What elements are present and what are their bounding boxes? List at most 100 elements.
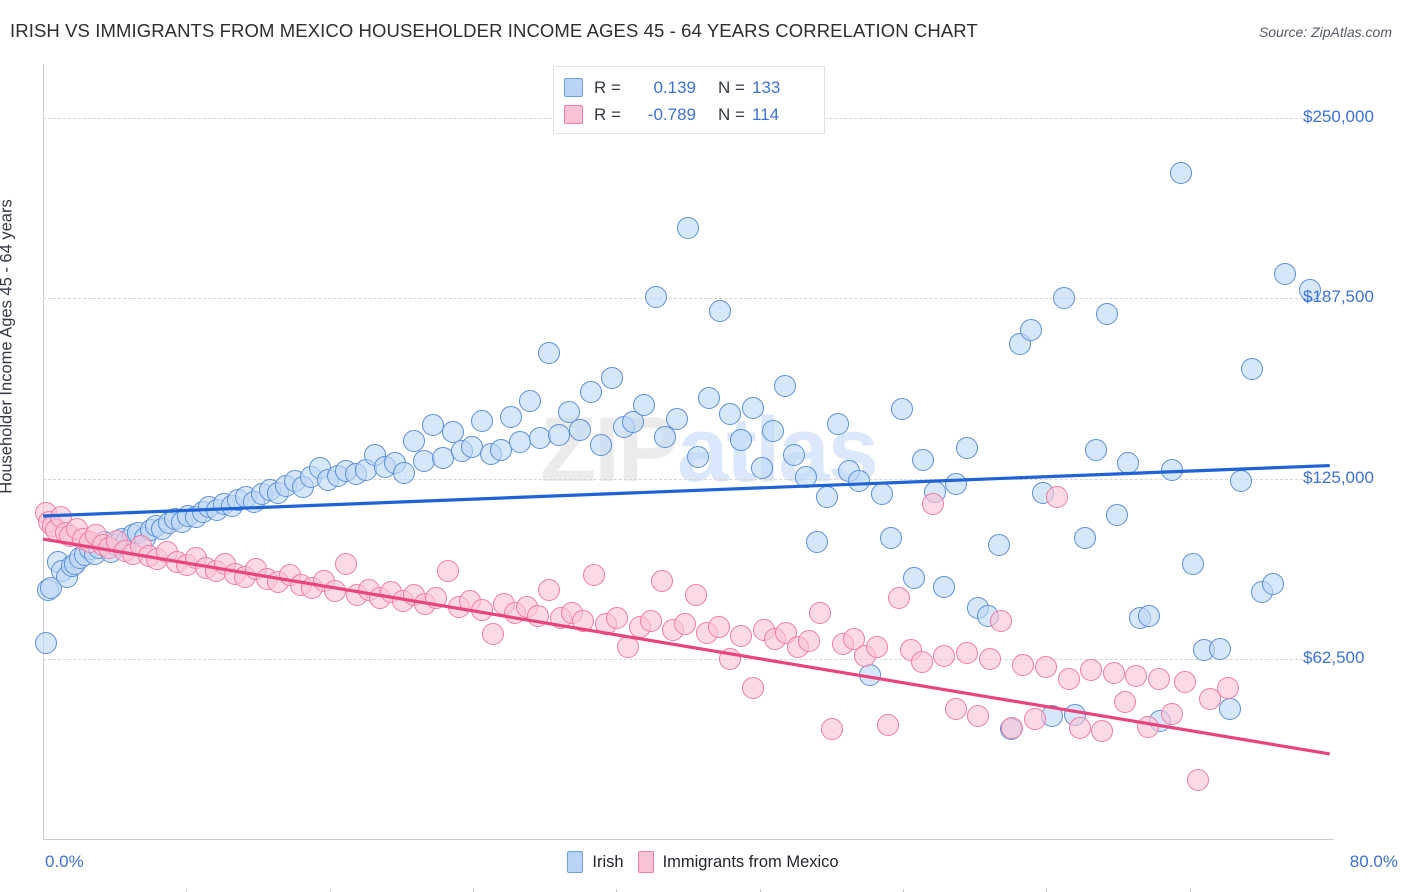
scatter-point[interactable]	[989, 610, 1012, 633]
scatter-point[interactable]	[978, 647, 1001, 670]
scatter-point[interactable]	[843, 627, 866, 650]
scatter-point[interactable]	[741, 676, 764, 699]
scatter-point[interactable]	[1217, 676, 1240, 699]
scatter-point[interactable]	[933, 575, 956, 598]
scatter-point[interactable]	[1105, 503, 1128, 526]
scatter-point[interactable]	[1001, 716, 1024, 739]
scatter-point[interactable]	[880, 526, 903, 549]
scatter-point[interactable]	[665, 408, 688, 431]
scatter-point[interactable]	[677, 216, 699, 239]
scatter-point[interactable]	[499, 405, 522, 428]
scatter-point[interactable]	[730, 624, 753, 647]
scatter-point[interactable]	[967, 705, 990, 728]
scatter-point[interactable]	[644, 285, 667, 308]
scatter-point[interactable]	[697, 386, 720, 409]
scatter-point[interactable]	[470, 409, 493, 432]
scatter-point[interactable]	[538, 342, 561, 365]
scatter-point[interactable]	[606, 607, 629, 630]
scatter-point[interactable]	[1170, 161, 1193, 184]
scatter-point[interactable]	[773, 375, 796, 398]
scatter-point[interactable]	[583, 564, 606, 587]
scatter-point[interactable]	[1052, 287, 1075, 310]
scatter-point[interactable]	[35, 631, 58, 654]
scatter-point[interactable]	[1230, 470, 1253, 493]
scatter-point[interactable]	[922, 493, 945, 516]
scatter-point[interactable]	[686, 445, 709, 468]
scatter-point[interactable]	[481, 623, 504, 646]
scatter-point[interactable]	[1186, 768, 1209, 791]
scatter-point[interactable]	[601, 366, 624, 389]
scatter-point[interactable]	[1218, 698, 1241, 721]
scatter-point[interactable]	[847, 470, 870, 493]
scatter-point[interactable]	[1160, 702, 1183, 725]
scatter-point[interactable]	[1273, 262, 1296, 285]
scatter-point[interactable]	[902, 567, 925, 590]
legend-item-irish[interactable]: Irish	[567, 851, 624, 873]
scatter-point[interactable]	[1241, 357, 1264, 380]
scatter-point[interactable]	[1181, 552, 1204, 575]
scatter-point[interactable]	[912, 448, 935, 471]
scatter-point[interactable]	[826, 412, 849, 435]
scatter-point[interactable]	[622, 411, 645, 434]
legend-item-mexico[interactable]: Immigrants from Mexico	[637, 851, 839, 873]
scatter-point[interactable]	[876, 714, 899, 737]
scatter-point[interactable]	[741, 396, 764, 419]
scatter-point[interactable]	[820, 718, 843, 741]
scatter-point[interactable]	[707, 616, 730, 639]
scatter-point[interactable]	[1173, 670, 1196, 693]
scatter-point[interactable]	[1147, 667, 1170, 690]
scatter-point[interactable]	[441, 421, 464, 444]
scatter-point[interactable]	[1020, 319, 1043, 342]
scatter-point[interactable]	[335, 552, 358, 575]
scatter-point[interactable]	[955, 642, 978, 664]
scatter-point[interactable]	[809, 601, 832, 624]
scatter-point[interactable]	[865, 636, 888, 659]
scatter-point[interactable]	[1046, 486, 1069, 509]
scatter-point[interactable]	[685, 584, 708, 607]
scatter-point[interactable]	[751, 457, 774, 480]
scatter-point[interactable]	[1209, 637, 1232, 660]
scatter-point[interactable]	[1068, 716, 1091, 739]
scatter-point[interactable]	[568, 418, 591, 441]
scatter-point[interactable]	[1199, 688, 1222, 711]
scatter-point[interactable]	[1262, 572, 1285, 595]
scatter-point[interactable]	[673, 613, 696, 636]
scatter-point[interactable]	[762, 419, 785, 442]
scatter-point[interactable]	[888, 587, 911, 610]
scatter-point[interactable]	[1080, 659, 1103, 682]
scatter-point[interactable]	[797, 630, 820, 653]
scatter-point[interactable]	[1012, 653, 1035, 676]
scatter-point[interactable]	[910, 650, 933, 673]
scatter-point[interactable]	[1138, 604, 1161, 627]
scatter-point[interactable]	[518, 389, 541, 412]
scatter-point[interactable]	[639, 610, 662, 633]
scatter-point[interactable]	[393, 461, 416, 484]
scatter-point[interactable]	[783, 444, 806, 467]
scatter-point[interactable]	[1299, 278, 1322, 301]
scatter-point[interactable]	[944, 698, 967, 721]
scatter-point[interactable]	[730, 428, 753, 451]
scatter-point[interactable]	[402, 430, 425, 453]
scatter-point[interactable]	[633, 394, 656, 416]
scatter-point[interactable]	[891, 398, 914, 421]
scatter-point[interactable]	[1084, 438, 1107, 461]
scatter-point[interactable]	[538, 578, 561, 601]
scatter-point[interactable]	[1125, 665, 1148, 688]
scatter-point[interactable]	[557, 401, 580, 424]
scatter-point[interactable]	[988, 533, 1011, 556]
scatter-point[interactable]	[933, 644, 956, 667]
scatter-point[interactable]	[1073, 526, 1096, 549]
scatter-point[interactable]	[955, 437, 978, 460]
scatter-point[interactable]	[589, 434, 612, 457]
scatter-point[interactable]	[1113, 691, 1136, 714]
scatter-point[interactable]	[654, 425, 677, 448]
scatter-point[interactable]	[709, 300, 732, 323]
scatter-point[interactable]	[1102, 662, 1125, 685]
scatter-point[interactable]	[1023, 708, 1046, 731]
scatter-point[interactable]	[806, 530, 828, 553]
scatter-point[interactable]	[580, 381, 603, 404]
scatter-point[interactable]	[1034, 656, 1057, 679]
scatter-point[interactable]	[1091, 719, 1114, 742]
scatter-point[interactable]	[1057, 667, 1080, 690]
scatter-point[interactable]	[718, 402, 741, 425]
